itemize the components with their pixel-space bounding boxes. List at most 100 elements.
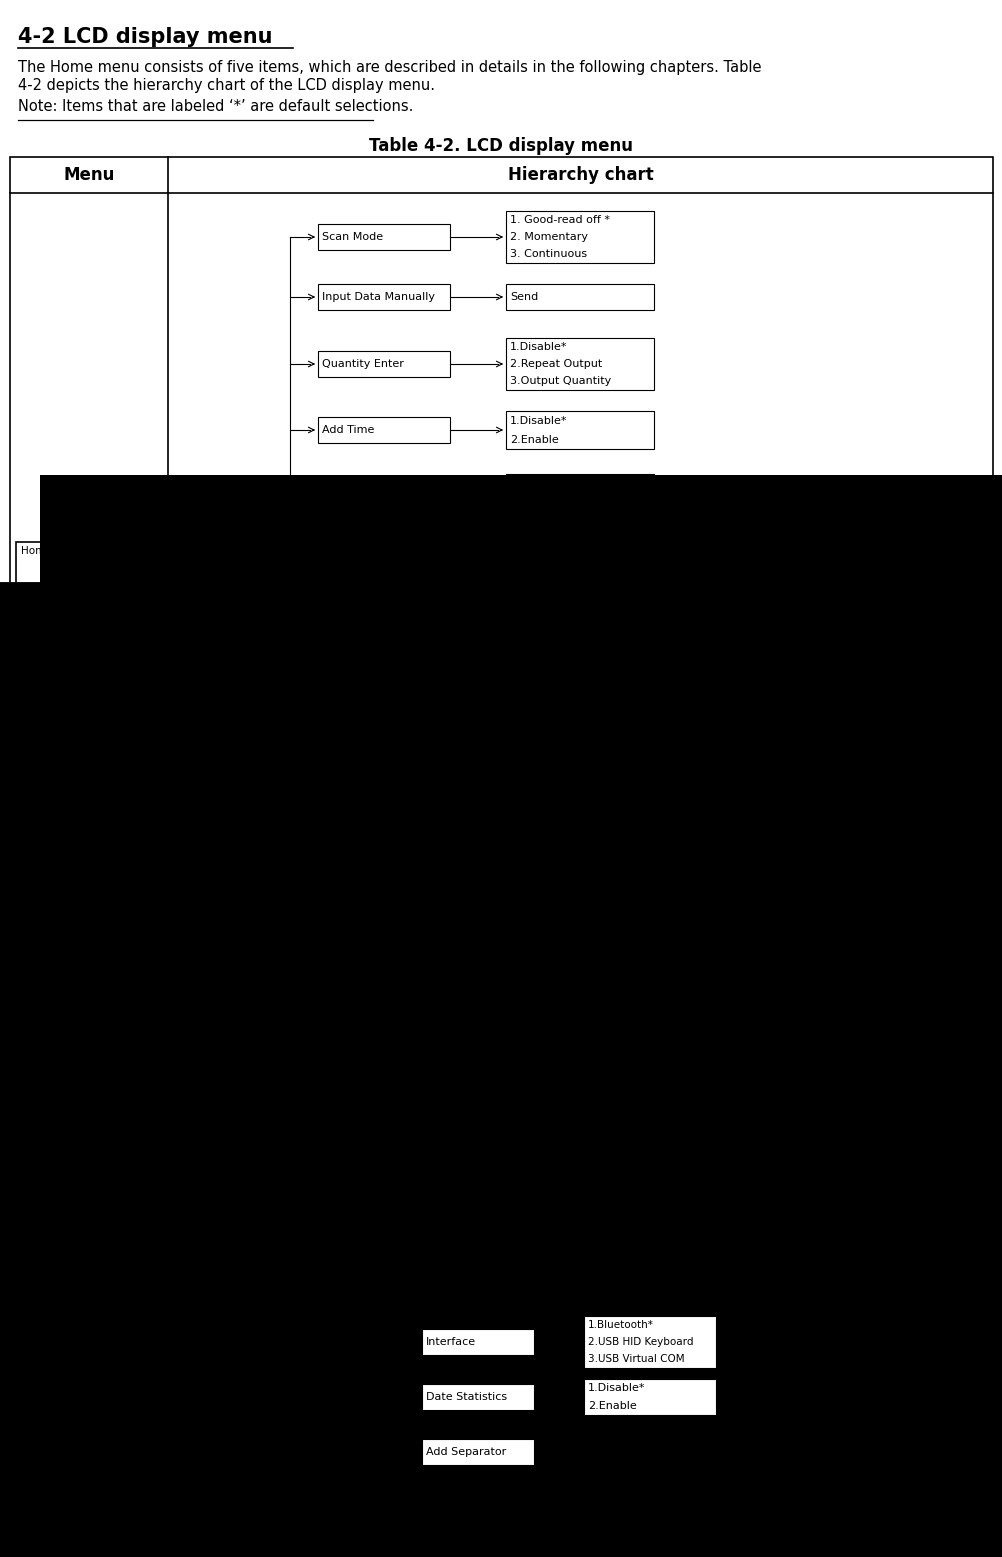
Text: 2.Enable: 2.Enable (593, 898, 642, 908)
Text: 14: 14 (491, 1527, 510, 1543)
Text: Inter-character: Inter-character (426, 936, 509, 947)
Bar (300, 933, 398, 965)
Text: Add Date: Add Date (322, 487, 374, 498)
Text: Create New File: Create New File (426, 1073, 513, 1082)
Text: Note: Items that are labeled ‘*’ are default selections.: Note: Items that are labeled ‘*’ are def… (18, 100, 413, 114)
Text: 2.Repeat Output: 2.Repeat Output (509, 360, 601, 369)
Text: Format: Format (426, 1172, 465, 1182)
Bar (505, 864, 653, 902)
Text: 2. Momentary: 2. Momentary (509, 232, 587, 241)
Bar (583, 1316, 715, 1369)
Bar (422, 1384, 533, 1411)
Bar (422, 1113, 533, 1140)
Text: 1.Empty File: 1.Empty File (509, 811, 578, 821)
Text: USB HID: USB HID (304, 936, 350, 947)
Bar (422, 824, 539, 850)
Text: 1.Disable*: 1.Disable* (509, 478, 567, 489)
Text: List Files: List Files (426, 1123, 473, 1132)
Text: 2.Enable: 2.Enable (593, 841, 642, 852)
Bar (585, 1112, 687, 1138)
Text: Out of Range: Out of Range (426, 831, 499, 842)
Bar (422, 933, 539, 965)
Bar (505, 722, 653, 760)
Bar (300, 1001, 398, 1032)
Text: 123: 123 (81, 620, 98, 627)
Text: 1/5: 1/5 (142, 547, 159, 556)
Circle shape (66, 1381, 114, 1429)
Text: 1.Disable*: 1.Disable* (509, 603, 567, 612)
Bar (422, 1063, 533, 1090)
Text: 1.Disable*: 1.Disable* (593, 880, 651, 891)
Text: delay: delay (426, 951, 456, 962)
Bar (505, 660, 653, 698)
Text: Time: Time (426, 1004, 453, 1015)
Bar (505, 338, 653, 389)
Text: Database Query: Database Query (322, 612, 412, 621)
Text: Menu: Menu (63, 167, 114, 184)
Bar (300, 853, 398, 880)
Text: Auto: Auto (426, 881, 452, 891)
Text: 1.Disable*: 1.Disable* (587, 1383, 645, 1394)
Text: 2.Enable: 2.Enable (509, 498, 558, 508)
Text: Sum Total: Sum Total (322, 761, 376, 772)
Text: Send Batch Data: Send Batch Data (304, 1263, 398, 1272)
Bar (318, 350, 450, 377)
Text: 1.Disable*: 1.Disable* (509, 869, 567, 878)
Bar (318, 542, 450, 568)
Text: Data Transfer: Data Transfer (60, 1429, 120, 1439)
Text: 4-2 LCD display menu: 4-2 LCD display menu (18, 26, 273, 47)
Text: 2.Enable: 2.Enable (509, 772, 558, 782)
Bar (300, 1389, 398, 1415)
Bar (505, 747, 653, 786)
Bar (585, 1070, 687, 1095)
Bar (505, 473, 653, 512)
Text: Add Separator: Add Separator (426, 1446, 506, 1457)
Text: 1.Disable*: 1.Disable* (509, 416, 567, 425)
Bar (505, 212, 653, 263)
Bar (318, 870, 450, 895)
Text: The Home menu consists of five items, which are described in details in the foll: The Home menu consists of five items, wh… (18, 61, 761, 75)
Text: Input Data Manually: Input Data Manually (322, 293, 435, 302)
Bar (505, 598, 653, 635)
Text: Interface: Interface (426, 1337, 476, 1347)
Text: 3. Continuous: 3. Continuous (509, 249, 586, 260)
Bar (318, 480, 450, 506)
Bar (318, 604, 450, 631)
Text: Reconnection: Reconnection (426, 897, 501, 908)
Bar (505, 283, 653, 310)
Text: Table 4-2. LCD display menu: Table 4-2. LCD display menu (369, 137, 632, 156)
Bar (422, 1165, 533, 1190)
Text: 2.Enable: 2.Enable (509, 746, 558, 755)
Text: 1.Bluetooth*: 1.Bluetooth* (587, 1320, 653, 1330)
Bar (10, 157, 992, 1515)
Text: 2.USB HID Keyboard: 2.USB HID Keyboard (587, 1337, 692, 1347)
Text: 4-2 depicts the hierarchy chart of the LCD display menu.: 4-2 depicts the hierarchy chart of the L… (18, 78, 435, 93)
Bar (583, 1380, 715, 1415)
Bar (318, 417, 450, 444)
Text: Keyboard: Keyboard (304, 951, 356, 962)
Text: Add Time: Add Time (322, 425, 374, 434)
Text: Scan Mode: Scan Mode (322, 232, 383, 241)
Text: Bluetooth*: Bluetooth* (304, 863, 364, 872)
Text: Home: Home (21, 547, 51, 556)
Bar (422, 878, 539, 909)
Text: Data Transfer: Data Transfer (181, 1112, 257, 1123)
Text: 1.Disable*: 1.Disable* (593, 824, 651, 833)
Text: Date Statistics: Date Statistics (426, 1392, 507, 1401)
Text: Hierarchy chart: Hierarchy chart (507, 167, 652, 184)
Bar (505, 411, 653, 448)
Bar (318, 224, 450, 251)
Text: USB Virtual: USB Virtual (304, 1004, 367, 1014)
Text: Transfer Confirm: Transfer Confirm (322, 878, 414, 887)
Text: 1. Good-read off *: 1. Good-read off * (509, 215, 609, 224)
Text: Options: Options (20, 646, 58, 655)
Text: 3.Output Quantity: 3.Output Quantity (509, 377, 610, 386)
Bar (300, 1253, 398, 1280)
Text: Scan: Scan (217, 564, 248, 576)
Text: 1.Disable*: 1.Disable* (509, 727, 567, 736)
Bar (16, 542, 164, 662)
Bar (318, 283, 450, 310)
Bar (318, 666, 450, 691)
Text: 2.Enable: 2.Enable (509, 887, 558, 897)
Bar (589, 877, 699, 912)
